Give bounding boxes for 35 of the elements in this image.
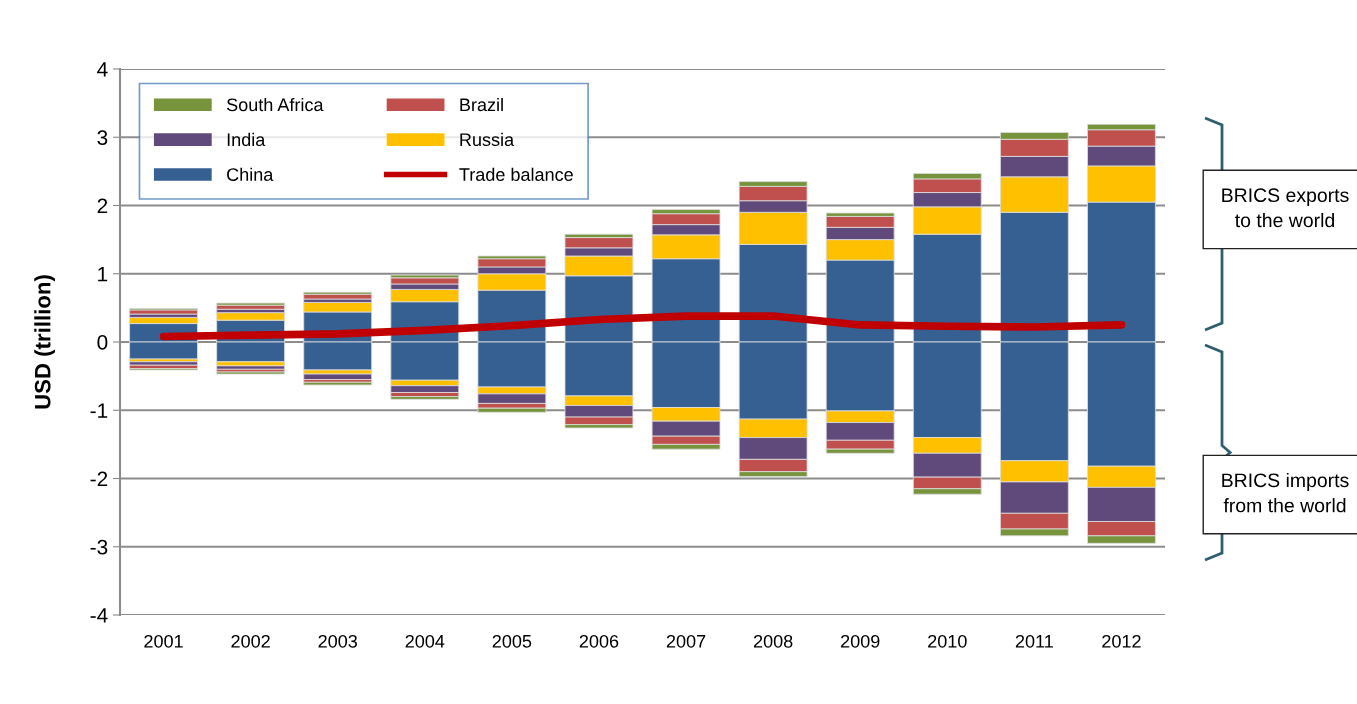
text: BRICS exports to the world [1222,188,1349,228]
y-tick-label: 1 [98,266,108,282]
legend-label: South Africa [226,97,324,112]
legend-label: Russia [460,132,515,147]
bar [303,293,373,300]
x-tick-label: 2008 [753,634,793,648]
legend-label: India [227,132,266,147]
legend-label: China [227,167,274,181]
bar [303,373,373,380]
x-tick-label: 2005 [492,634,532,648]
x-tick-label: 2007 [666,634,706,648]
bar [216,302,286,306]
x-tick-label: 2010 [928,634,967,648]
text: BRICS imports from the world [1222,472,1349,513]
x-tick-label: 2012 [1102,634,1141,648]
x-tick-label: 2006 [579,634,619,648]
x-tick-label: 2009 [841,634,880,648]
y-tick-label: -1 [90,403,108,418]
y-tick-label: -4 [90,608,108,623]
bar [390,396,460,400]
y-tick-label: 4 [97,62,108,77]
x-tick-label: 2001 [144,634,183,648]
y-tick-label: -2 [90,471,108,487]
x-tick-label: 2004 [405,634,445,648]
x-tick-label: 2002 [231,634,270,648]
y-tick-label: -3 [90,539,108,555]
bar [477,407,547,413]
legend-label: Trade balance [459,167,573,181]
x-tick-label: 2003 [318,634,357,648]
y-tick-label: 3 [97,130,108,145]
y-tick-label: 0 [97,335,108,350]
y-axis-title: USD (trillion) [34,275,55,409]
legend-label: Brazil [460,97,503,112]
x-tick-label: 2011 [1015,634,1053,648]
y-tick-label: 2 [97,198,108,214]
